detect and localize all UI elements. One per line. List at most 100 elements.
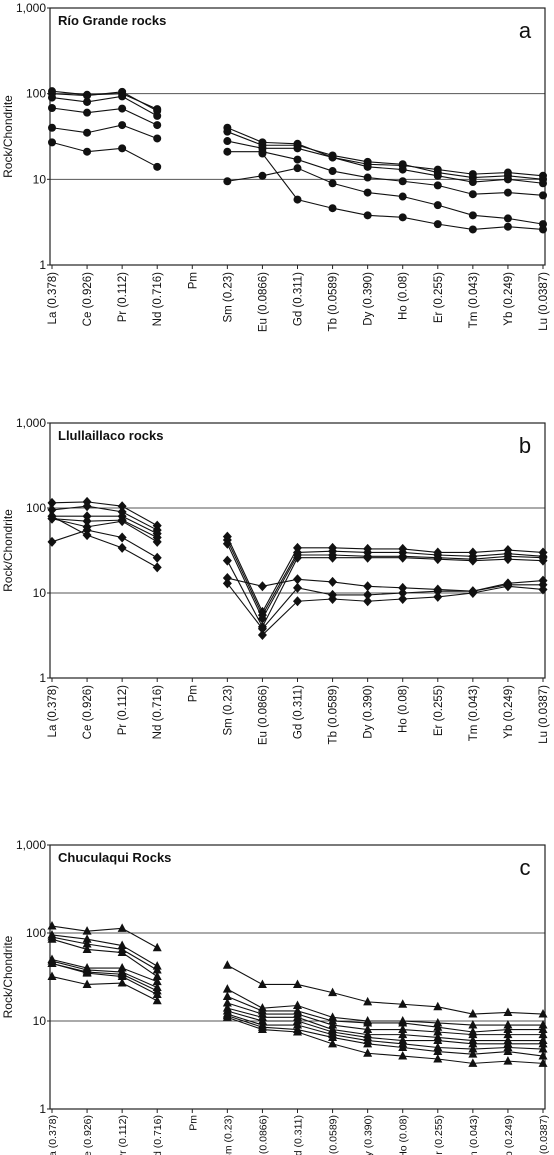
data-point	[257, 979, 267, 988]
series-line	[227, 151, 544, 196]
data-point	[398, 593, 408, 604]
x-tick-label: Ce (0.926)	[82, 272, 94, 327]
series-4	[47, 513, 548, 632]
series-line	[51, 141, 158, 168]
data-point	[47, 511, 57, 522]
data-point	[118, 104, 127, 113]
chart-panel-c: 1 10 100 1,000 Rock/Chondrite La (0.378) Ce (0…	[1, 838, 550, 1155]
data-point	[398, 999, 408, 1008]
data-point	[433, 1017, 443, 1027]
data-point	[152, 964, 162, 974]
chart-title: Llullaillaco rocks	[58, 428, 164, 443]
y-axis-label: Rock/Chondrite	[1, 935, 15, 1018]
data-point	[503, 1046, 513, 1056]
x-tick-label: Lu (0.0387)	[538, 685, 550, 744]
data-point	[152, 552, 162, 563]
data-point	[539, 191, 547, 200]
y-tick-label: 100	[26, 87, 46, 101]
x-tick-label: Lu (0.0387)	[538, 272, 550, 331]
data-point	[222, 1012, 232, 1021]
data-point	[257, 613, 267, 624]
x-tick-label: Gd (0.311)	[293, 685, 305, 739]
data-point	[222, 998, 232, 1007]
data-point	[153, 162, 162, 171]
x-tick-label: Pm	[187, 272, 199, 289]
data-point	[398, 552, 408, 563]
data-point	[538, 1009, 548, 1018]
data-point	[398, 192, 407, 201]
data-point	[398, 1024, 408, 1034]
y-tick-label: 1,000	[16, 838, 46, 852]
series-line	[51, 976, 158, 1002]
data-point	[222, 984, 232, 993]
data-point	[83, 108, 92, 117]
y-tick-label: 10	[33, 172, 47, 186]
data-point	[152, 536, 162, 547]
series-line	[51, 107, 158, 126]
data-point	[117, 542, 127, 553]
data-point	[83, 128, 92, 137]
data-point	[363, 1048, 373, 1057]
data-point	[293, 155, 302, 164]
series-line	[226, 536, 544, 614]
data-point	[468, 190, 477, 199]
data-point	[153, 121, 162, 130]
series-line	[227, 1013, 544, 1050]
data-point	[117, 501, 127, 512]
data-point	[293, 582, 302, 593]
data-point	[398, 1017, 408, 1027]
data-point	[47, 934, 57, 943]
data-point	[293, 164, 302, 173]
series-line	[51, 91, 158, 112]
data-point	[503, 1007, 513, 1016]
data-point	[152, 971, 162, 981]
data-point	[538, 584, 548, 595]
x-tick-label: Pr (0.112)	[117, 685, 129, 735]
x-tick-label: Pr (0.112)	[117, 272, 129, 322]
data-point	[152, 942, 162, 952]
data-point	[82, 938, 92, 948]
series-line	[51, 518, 158, 538]
y-axis-label: Rock/Chondrite	[1, 509, 15, 592]
data-point	[363, 173, 372, 182]
x-tick-label: Pr (0.112)	[117, 1115, 129, 1155]
data-point	[153, 134, 162, 143]
data-point	[47, 536, 57, 547]
y-axis-label: Rock/Chondrite	[1, 95, 15, 178]
y-tick-label: 1	[39, 1102, 46, 1116]
data-point	[468, 588, 478, 598]
data-point	[257, 1024, 267, 1034]
data-point	[363, 188, 372, 197]
data-point	[293, 979, 302, 988]
data-point	[503, 1024, 513, 1034]
data-point	[328, 593, 338, 604]
x-tick-label: Pm	[187, 685, 199, 702]
data-point	[293, 1000, 302, 1010]
data-point	[398, 165, 407, 174]
data-point	[118, 144, 127, 153]
x-tick-label: Dy (0.390)	[363, 1115, 375, 1155]
data-point	[223, 137, 232, 146]
series-line	[227, 1016, 544, 1064]
x-tick-label: Nd (0.716)	[152, 1115, 164, 1155]
data-point	[82, 926, 92, 935]
data-point	[538, 1051, 548, 1060]
data-point	[363, 162, 372, 171]
data-point	[433, 554, 443, 565]
data-point	[117, 978, 127, 987]
data-point	[433, 181, 442, 190]
series-line	[51, 925, 158, 949]
series-line	[226, 557, 544, 629]
data-point	[293, 552, 302, 563]
data-point	[117, 532, 127, 543]
data-point	[363, 211, 372, 220]
data-point	[503, 222, 512, 231]
data-point	[328, 153, 337, 162]
series-line	[227, 988, 543, 1026]
data-point	[293, 195, 302, 204]
data-point	[118, 121, 127, 130]
x-tick-label: La (0.378)	[47, 685, 59, 738]
data-point	[433, 586, 443, 597]
series-line	[51, 95, 158, 117]
data-point	[433, 171, 442, 180]
